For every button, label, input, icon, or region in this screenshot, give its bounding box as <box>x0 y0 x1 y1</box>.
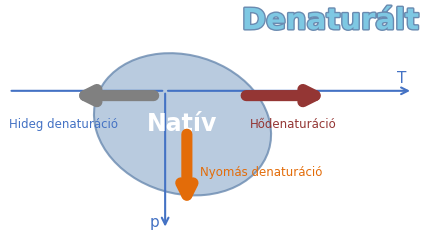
Text: Nyomás denaturáció: Nyomás denaturáció <box>200 166 322 179</box>
Text: Denaturált: Denaturált <box>242 7 419 35</box>
Text: Hideg denaturáció: Hideg denaturáció <box>9 118 118 131</box>
Text: Natív: Natív <box>147 112 218 136</box>
Text: p: p <box>149 215 159 230</box>
Text: T: T <box>397 71 407 86</box>
Text: Denaturált: Denaturált <box>242 7 419 35</box>
Ellipse shape <box>94 53 271 195</box>
Text: Hődenaturáció: Hődenaturáció <box>250 118 336 131</box>
